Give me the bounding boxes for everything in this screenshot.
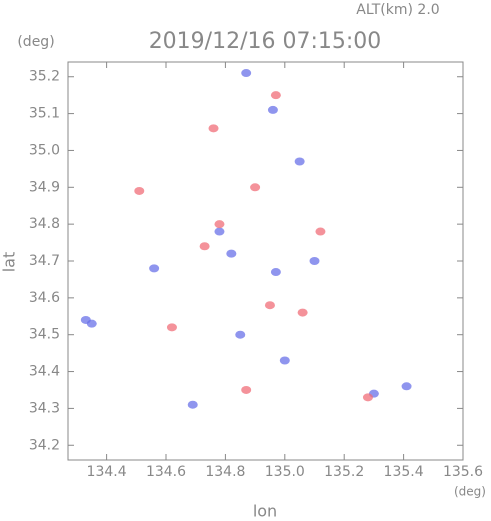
echo-blob xyxy=(187,400,198,409)
echo-blob xyxy=(208,124,219,133)
x-tick-label: 134.6 xyxy=(146,464,186,480)
chart-title: 2019/12/16 07:15:00 xyxy=(149,29,382,54)
y-tick-label: 34.7 xyxy=(29,253,60,269)
echo-blob xyxy=(279,356,290,365)
y-tick-label: 34.9 xyxy=(29,179,60,195)
echo-blob xyxy=(134,186,145,195)
y-tick-label: 34.6 xyxy=(29,290,60,306)
echo-blob xyxy=(214,220,225,229)
altitude-label: ALT(km) 2.0 xyxy=(356,2,439,18)
echo-blob xyxy=(166,323,177,332)
echo-blob xyxy=(241,385,252,394)
x-tick-label: 135.4 xyxy=(384,464,424,480)
echo-blob xyxy=(270,268,281,277)
x-tick-label: 135.2 xyxy=(324,464,364,480)
echo-blob xyxy=(309,257,320,265)
y-tick-label: 35.0 xyxy=(29,142,60,158)
y-tick-label: 35.1 xyxy=(29,106,60,122)
echo-blob xyxy=(199,242,210,251)
x-unit: (deg) xyxy=(454,485,486,499)
x-axis-label: lon xyxy=(253,502,277,521)
echo-blob xyxy=(362,393,373,402)
echo-blob xyxy=(401,382,412,391)
echo-blob xyxy=(149,264,160,273)
y-unit: (deg) xyxy=(17,34,54,50)
y-tick-label: 34.3 xyxy=(29,400,60,416)
echo-blob xyxy=(264,301,275,310)
x-tick-label: 135.0 xyxy=(265,464,305,480)
echo-blob xyxy=(270,91,281,100)
plot-frame xyxy=(67,61,464,461)
y-tick-label: 34.5 xyxy=(29,327,60,343)
y-axis-label: lat xyxy=(0,252,19,273)
echo-blob xyxy=(86,319,97,328)
echo-blob xyxy=(235,330,246,339)
y-tick-label: 34.4 xyxy=(29,364,60,380)
echo-blob xyxy=(214,227,225,236)
x-tick-label: 134.4 xyxy=(87,464,127,480)
echo-blob xyxy=(250,183,261,192)
x-tick-label: 134.8 xyxy=(205,464,245,480)
y-tick-label: 35.2 xyxy=(29,69,60,85)
echo-blob xyxy=(267,105,278,114)
y-tick-label: 34.8 xyxy=(29,216,60,232)
x-tick-label: 135.6 xyxy=(443,464,483,480)
echo-blob xyxy=(226,249,237,258)
y-tick-label: 34.2 xyxy=(29,437,60,453)
echo-blob xyxy=(297,308,308,317)
echo-blob xyxy=(294,157,305,166)
echo-blob xyxy=(241,69,252,78)
echo-blob xyxy=(315,227,326,236)
